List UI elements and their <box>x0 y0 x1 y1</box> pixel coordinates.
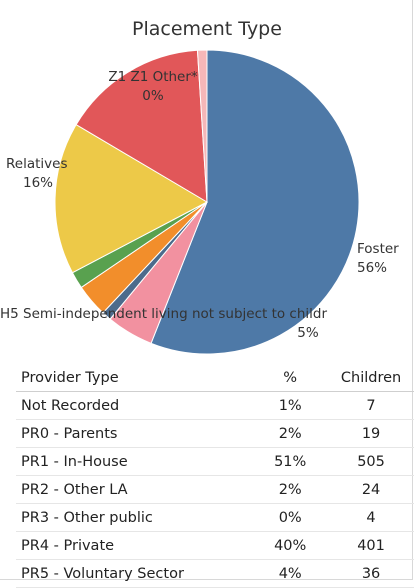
children-cell: 401 <box>357 537 385 554</box>
children-cell: 4 <box>366 509 376 526</box>
provider-type-cell: PR5 - Voluntary Sector <box>21 565 184 582</box>
provider-type-cell: PR4 - Private <box>21 537 115 554</box>
slice-percent-label: 5% <box>297 325 319 341</box>
table-row: PR3 - Other public 0% 4 <box>16 504 414 532</box>
chart-title: Placement Type <box>132 18 282 40</box>
slice-percent-label: 0% <box>142 88 164 104</box>
slice-label: Foster <box>357 241 399 257</box>
provider-type-table: Provider Type % Children Not Recorded 1%… <box>16 364 414 588</box>
slice-label: Z1 Z1 Other* <box>108 69 198 85</box>
column-header-children: Children <box>340 369 402 386</box>
table-row: Not Recorded 1% 7 <box>16 392 414 420</box>
table-row: PR0 - Parents 2% 19 <box>16 420 414 448</box>
pie-slice <box>150 49 360 355</box>
percent-cell: 4% <box>278 565 302 582</box>
pie-slice <box>196 49 208 203</box>
slice-percent-label: 16% <box>23 175 53 191</box>
children-cell: 36 <box>361 565 381 582</box>
slice-percent-label: 56% <box>357 260 387 276</box>
children-cell: 7 <box>366 397 376 414</box>
percent-cell: 51% <box>274 453 307 470</box>
percent-cell: 2% <box>278 481 302 498</box>
children-cell: 505 <box>357 453 385 470</box>
percent-cell: 2% <box>278 425 302 442</box>
percent-cell: 0% <box>278 509 302 526</box>
slice-label: H5 Semi-independent living not subject t… <box>0 306 327 322</box>
percent-cell: 1% <box>278 397 302 414</box>
slice-label: Relatives <box>6 156 67 172</box>
provider-type-cell: PR1 - In-House <box>21 453 128 470</box>
pie-slice <box>54 123 209 274</box>
children-cell: 19 <box>361 425 381 442</box>
provider-type-cell: PR2 - Other LA <box>21 481 128 498</box>
provider-type-cell: PR3 - Other public <box>21 509 153 526</box>
table-row: PR1 - In-House 51% 505 <box>16 448 414 476</box>
provider-type-cell: Not Recorded <box>21 397 120 414</box>
table-row: PR5 - Voluntary Sector 4% 36 <box>16 560 414 588</box>
table-row: PR2 - Other LA 2% 24 <box>16 476 414 504</box>
provider-type-cell: PR0 - Parents <box>21 425 118 442</box>
table-row: PR4 - Private 40% 401 <box>16 532 414 560</box>
placement-type-pie-chart: Foster 56% H5 Semi-independent living not … <box>0 49 399 355</box>
column-header-percent: % <box>283 369 298 386</box>
pie-slice <box>75 49 208 203</box>
children-cell: 24 <box>361 481 381 498</box>
percent-cell: 40% <box>274 537 307 554</box>
table-header-row: Provider Type % Children <box>16 364 414 392</box>
column-header-provider-type: Provider Type <box>21 369 119 386</box>
